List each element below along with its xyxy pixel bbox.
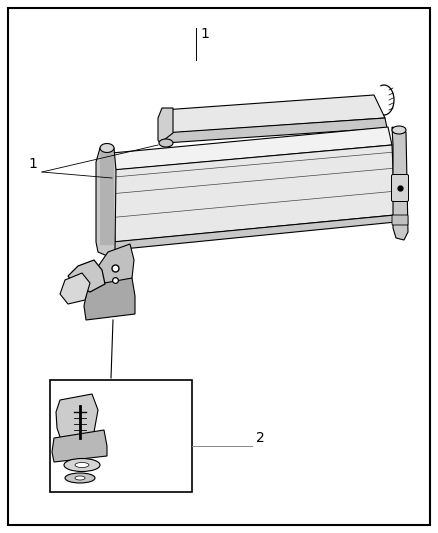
Polygon shape xyxy=(392,127,408,240)
Polygon shape xyxy=(112,127,392,170)
Polygon shape xyxy=(112,145,395,242)
Text: 1: 1 xyxy=(200,27,209,41)
Polygon shape xyxy=(52,430,107,462)
Polygon shape xyxy=(60,273,90,304)
FancyBboxPatch shape xyxy=(392,215,408,225)
Ellipse shape xyxy=(65,473,95,483)
Text: 1: 1 xyxy=(28,157,37,171)
Polygon shape xyxy=(112,215,396,250)
Polygon shape xyxy=(158,108,173,143)
Polygon shape xyxy=(97,244,134,292)
Polygon shape xyxy=(163,95,385,133)
Bar xyxy=(50,380,192,492)
Ellipse shape xyxy=(392,126,406,134)
Text: 2: 2 xyxy=(256,431,265,445)
Ellipse shape xyxy=(75,476,85,480)
Ellipse shape xyxy=(159,139,173,147)
Polygon shape xyxy=(56,394,98,443)
Polygon shape xyxy=(84,278,135,320)
FancyBboxPatch shape xyxy=(392,174,409,201)
Polygon shape xyxy=(163,118,387,143)
Ellipse shape xyxy=(64,458,100,472)
Polygon shape xyxy=(96,148,116,258)
Ellipse shape xyxy=(100,143,114,152)
Ellipse shape xyxy=(75,463,89,467)
Polygon shape xyxy=(68,260,105,292)
